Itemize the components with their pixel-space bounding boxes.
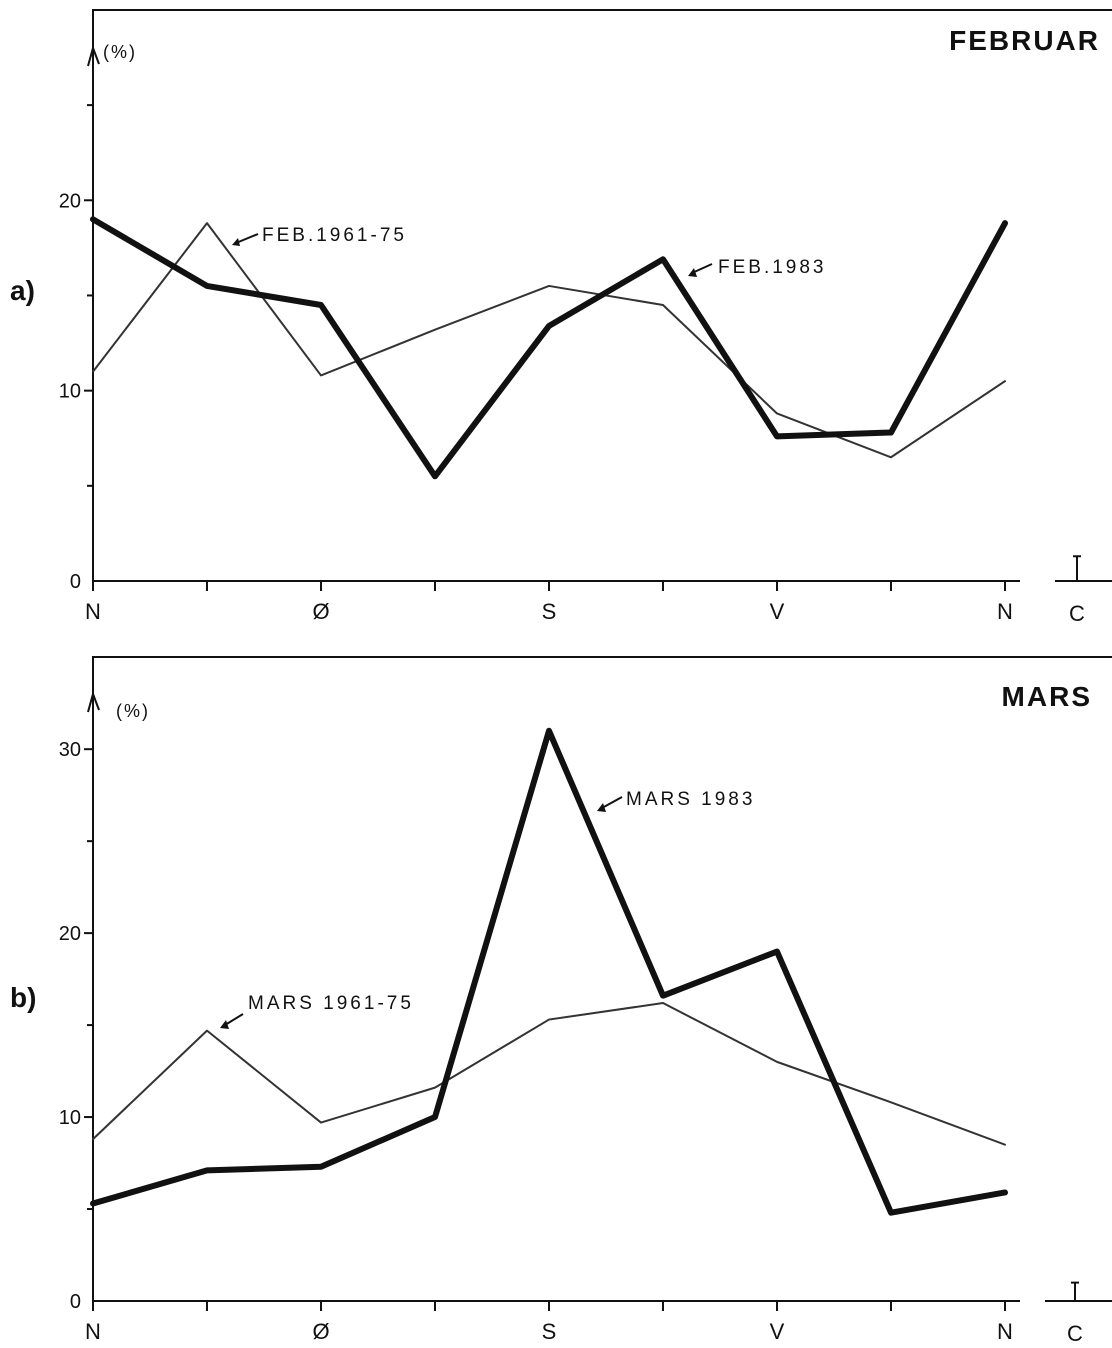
panel-b-axes: 0 10 20 30 N Ø S V N C bbox=[59, 684, 1112, 1346]
x-tick-label: Ø bbox=[312, 1319, 329, 1344]
calm-label: C bbox=[1069, 601, 1085, 626]
panel-a-frame bbox=[92, 9, 1112, 45]
panel-b-label: b) bbox=[10, 982, 36, 1013]
panel-a-unit-label: (%) bbox=[103, 42, 137, 62]
x-tick-label: Ø bbox=[312, 599, 329, 624]
panel-a-label: a) bbox=[10, 275, 35, 306]
panel-b-series bbox=[90, 727, 1079, 1301]
panel-mars: (%) MARS b) 0 10 20 30 N Ø S V N C MARS 1983 MARS… bbox=[10, 656, 1112, 1346]
annotation-mars-1983: MARS 1983 bbox=[597, 789, 755, 812]
x-tick-label: N bbox=[997, 599, 1013, 624]
panel-a-series bbox=[90, 216, 1081, 581]
x-tick-label: V bbox=[770, 599, 785, 624]
y-tick-label: 20 bbox=[59, 923, 81, 945]
y-tick-label: 0 bbox=[70, 571, 81, 593]
annotation-mars-1961-75-arrow bbox=[224, 1013, 244, 1026]
series-line-feb-1983 bbox=[90, 216, 1008, 480]
panel-b-frame bbox=[92, 656, 1112, 688]
series-line-mars-1983 bbox=[90, 727, 1008, 1216]
panel-februar: (%) FEBRUAR a) 0 10 20 N Ø S V N C FEB.1961-75 F… bbox=[10, 9, 1112, 626]
annotation-mars-1983-arrowhead bbox=[597, 803, 606, 812]
y-tick-label: 20 bbox=[59, 190, 81, 212]
y-tick-label: 0 bbox=[70, 1291, 81, 1313]
y-tick-label: 10 bbox=[59, 1107, 81, 1129]
annotation-feb-1983-arrowhead bbox=[688, 268, 697, 277]
panel-a-axes: 0 10 20 N Ø S V N C bbox=[59, 38, 1112, 626]
x-tick-label: N bbox=[997, 1319, 1013, 1344]
x-tick-label: N bbox=[85, 599, 101, 624]
calm-label: C bbox=[1067, 1321, 1083, 1346]
x-tick-label: S bbox=[542, 599, 557, 624]
annotation-mars-1983-arrow bbox=[601, 796, 623, 809]
series-line-feb-1961-75 bbox=[92, 222, 1006, 459]
annotation-feb-1983: FEB.1983 bbox=[688, 257, 827, 278]
annotation-mars-1983-label: MARS 1983 bbox=[626, 789, 755, 810]
x-tick-label: S bbox=[542, 1319, 557, 1344]
panel-b-unit-label: (%) bbox=[116, 701, 150, 721]
x-tick-label: V bbox=[770, 1319, 785, 1344]
annotation-mars-1961-75: MARS 1961-75 bbox=[220, 993, 414, 1029]
x-tick-label: N bbox=[85, 1319, 101, 1344]
annotation-feb-1983-label: FEB.1983 bbox=[718, 257, 827, 278]
y-tick-label: 10 bbox=[59, 381, 81, 403]
annotation-feb-1961-75: FEB.1961-75 bbox=[232, 225, 407, 246]
annotation-feb-1983-arrow bbox=[691, 263, 713, 274]
annotation-mars-1961-75-label: MARS 1961-75 bbox=[248, 993, 414, 1014]
panel-b-title: MARS bbox=[1002, 681, 1092, 712]
annotation-mars-1961-75-arrowhead bbox=[220, 1020, 229, 1029]
annotation-feb-1961-75-arrowhead bbox=[232, 238, 240, 246]
y-tick-label: 30 bbox=[59, 739, 81, 761]
panel-a-title: FEBRUAR bbox=[949, 25, 1100, 56]
series-line-mars-1961-75 bbox=[92, 1002, 1006, 1146]
annotation-feb-1961-75-label: FEB.1961-75 bbox=[262, 225, 407, 246]
annotation-feb-1961-75-arrow bbox=[235, 233, 259, 244]
